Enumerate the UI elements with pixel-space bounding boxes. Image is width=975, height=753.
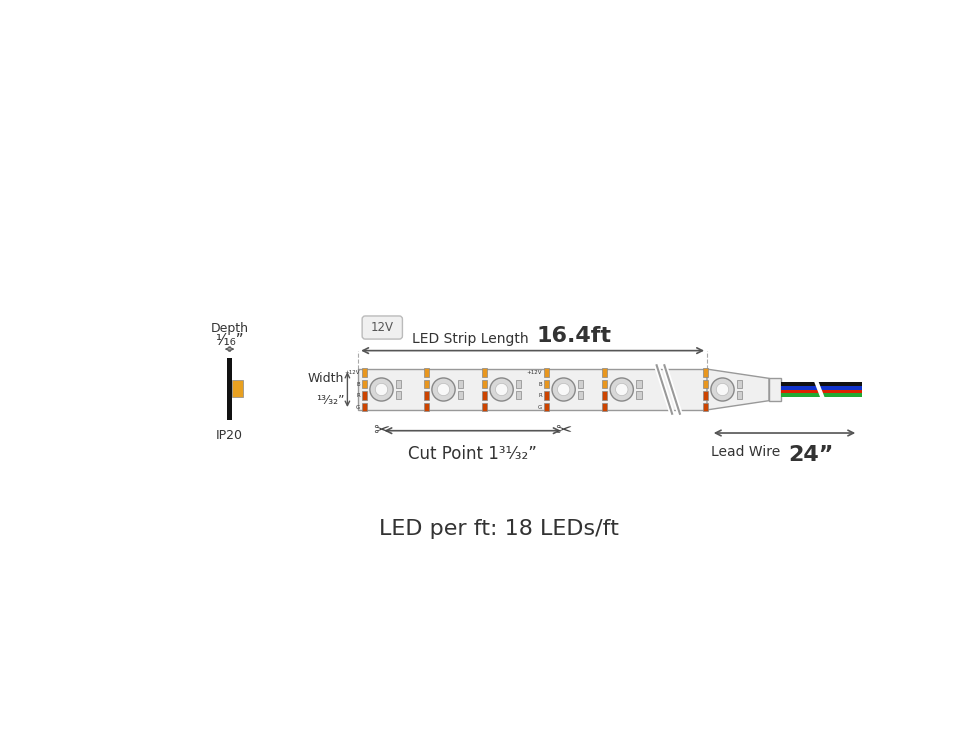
Text: G: G bbox=[538, 404, 542, 410]
Circle shape bbox=[370, 378, 393, 401]
Bar bbox=[769, 378, 781, 401]
Circle shape bbox=[432, 378, 455, 401]
Bar bbox=[636, 391, 642, 399]
Bar bbox=[362, 403, 368, 411]
Bar bbox=[396, 391, 402, 399]
Bar bbox=[602, 403, 607, 411]
Text: B: B bbox=[538, 382, 542, 386]
Text: IP20: IP20 bbox=[216, 429, 243, 442]
Bar bbox=[482, 380, 488, 389]
Bar bbox=[703, 392, 708, 400]
Text: Depth: Depth bbox=[211, 322, 249, 335]
Bar bbox=[703, 403, 708, 411]
Bar bbox=[544, 380, 549, 389]
Circle shape bbox=[610, 378, 634, 401]
Bar bbox=[227, 358, 232, 420]
Bar bbox=[737, 391, 742, 399]
Text: Cut Point 1³¹⁄₃₂”: Cut Point 1³¹⁄₃₂” bbox=[408, 444, 536, 462]
Text: ¹³⁄₃₂”: ¹³⁄₃₂” bbox=[316, 394, 344, 407]
Text: ✂: ✂ bbox=[556, 421, 571, 441]
Bar bbox=[781, 389, 862, 393]
Bar bbox=[781, 386, 862, 389]
Circle shape bbox=[615, 383, 628, 395]
Bar bbox=[482, 392, 488, 400]
Bar bbox=[458, 391, 463, 399]
Bar bbox=[424, 380, 429, 389]
Bar bbox=[544, 392, 549, 400]
Text: ¹⁄₁₆”: ¹⁄₁₆” bbox=[215, 333, 244, 348]
Bar bbox=[458, 380, 463, 388]
Bar bbox=[424, 368, 429, 376]
FancyBboxPatch shape bbox=[362, 316, 403, 339]
Bar bbox=[232, 380, 243, 397]
Bar bbox=[362, 368, 368, 376]
Circle shape bbox=[495, 383, 508, 395]
Text: LED per ft: 18 LEDs/ft: LED per ft: 18 LEDs/ft bbox=[379, 520, 619, 539]
Bar bbox=[396, 380, 402, 388]
Bar bbox=[578, 380, 583, 388]
Circle shape bbox=[375, 383, 388, 395]
Bar bbox=[602, 380, 607, 389]
Bar bbox=[544, 368, 549, 376]
Bar bbox=[781, 393, 862, 397]
Bar bbox=[781, 382, 862, 386]
Bar bbox=[362, 392, 368, 400]
Bar bbox=[516, 380, 522, 388]
Text: LED Strip Length: LED Strip Length bbox=[411, 332, 532, 346]
Bar bbox=[703, 380, 708, 389]
Circle shape bbox=[717, 383, 728, 395]
Bar bbox=[482, 368, 488, 376]
Bar bbox=[636, 380, 642, 388]
Circle shape bbox=[711, 378, 734, 401]
Polygon shape bbox=[707, 369, 769, 410]
Text: G: G bbox=[356, 404, 360, 410]
Text: 24”: 24” bbox=[789, 445, 834, 465]
Bar bbox=[424, 403, 429, 411]
Circle shape bbox=[438, 383, 449, 395]
Bar bbox=[602, 392, 607, 400]
Bar bbox=[602, 368, 607, 376]
Circle shape bbox=[490, 378, 513, 401]
Text: ✂: ✂ bbox=[373, 421, 390, 441]
Bar bbox=[482, 403, 488, 411]
Text: 16.4ft: 16.4ft bbox=[536, 326, 611, 346]
Bar bbox=[578, 391, 583, 399]
Text: Width: Width bbox=[308, 372, 344, 385]
Text: R: R bbox=[538, 393, 542, 398]
Text: +12V: +12V bbox=[345, 370, 360, 375]
Bar bbox=[358, 369, 707, 410]
Bar bbox=[424, 392, 429, 400]
Circle shape bbox=[558, 383, 569, 395]
Bar bbox=[703, 368, 708, 376]
Bar bbox=[362, 380, 368, 389]
Circle shape bbox=[552, 378, 575, 401]
Bar bbox=[544, 403, 549, 411]
Bar bbox=[516, 391, 522, 399]
Text: +12V: +12V bbox=[526, 370, 542, 375]
Text: B: B bbox=[357, 382, 360, 386]
Text: 12V: 12V bbox=[370, 321, 394, 334]
Text: R: R bbox=[357, 393, 360, 398]
Bar bbox=[737, 380, 742, 388]
Text: Lead Wire: Lead Wire bbox=[711, 445, 785, 459]
